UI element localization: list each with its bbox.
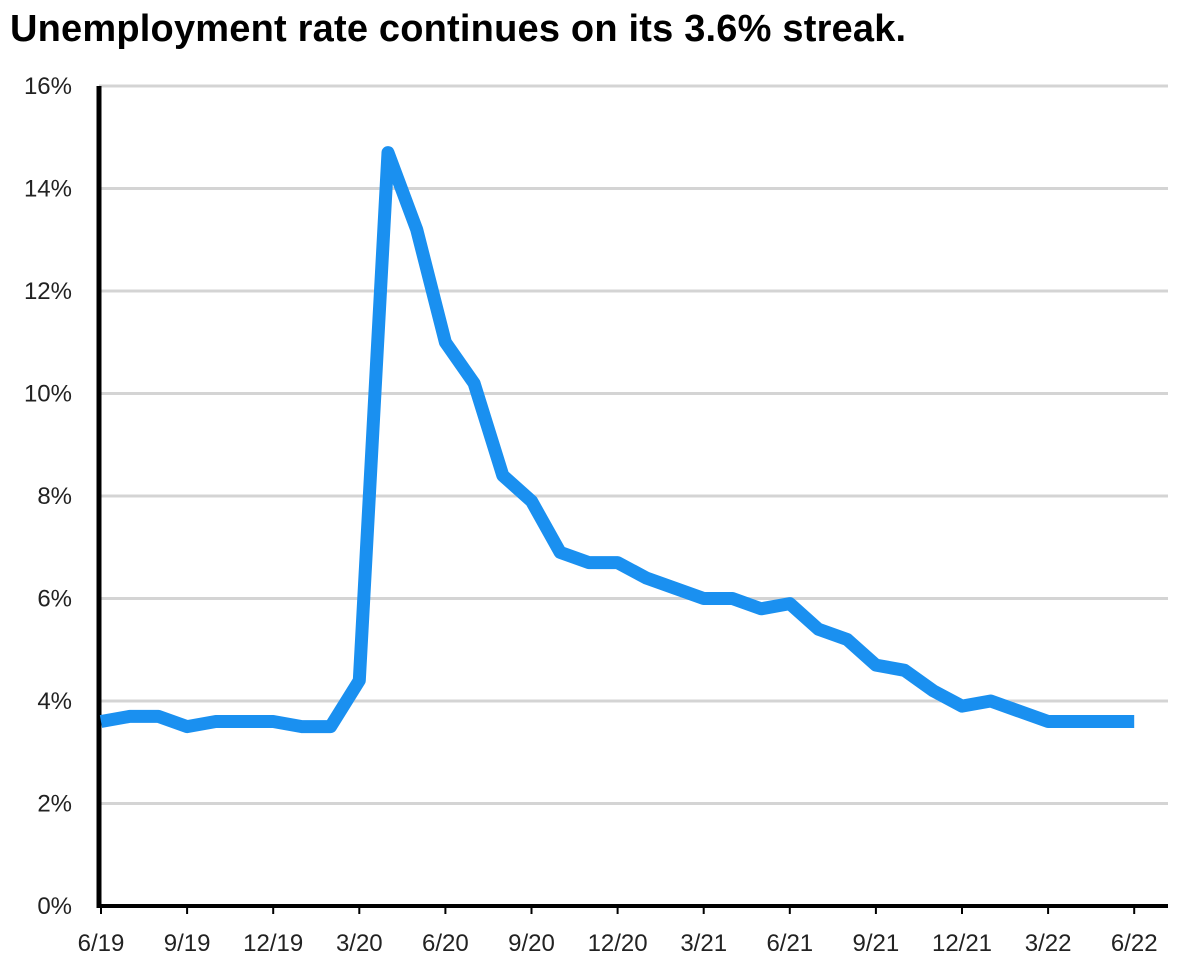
x-tick-label: 12/20 — [588, 930, 648, 957]
y-tick-label: 8% — [37, 483, 72, 510]
x-tick-label: 9/21 — [853, 930, 900, 957]
x-tick-label: 6/20 — [422, 930, 469, 957]
y-tick-label: 0% — [37, 893, 72, 920]
x-tick-label: 6/21 — [766, 930, 813, 957]
x-tick-label: 12/21 — [932, 930, 992, 957]
x-tick-label: 6/22 — [1111, 930, 1158, 957]
x-tick-label: 6/19 — [78, 930, 125, 957]
x-tick-label: 3/21 — [680, 930, 727, 957]
y-tick-label: 14% — [24, 176, 72, 203]
y-tick-label: 16% — [24, 73, 72, 100]
x-tick-label: 3/22 — [1025, 930, 1072, 957]
x-tick-label: 3/20 — [336, 930, 383, 957]
y-tick-label: 12% — [24, 278, 72, 305]
y-axis-tick-labels: 0% 2% 4% 6% 8% 10% 12% 14% 16% — [24, 73, 72, 920]
y-tick-label: 6% — [37, 586, 72, 613]
gridlines — [99, 84, 1168, 805]
y-tick-label: 10% — [24, 381, 72, 408]
x-axis-tick-labels: 6/19 9/19 12/19 3/20 6/20 9/20 12/20 3/21 6/21 9/… — [78, 930, 1158, 957]
x-tick-label: 9/20 — [508, 930, 555, 957]
x-tick-label: 12/19 — [243, 930, 303, 957]
y-tick-label: 2% — [37, 791, 72, 818]
axes — [96, 86, 1168, 914]
chart-title: Unemployment rate continues on its 3.6% … — [10, 8, 907, 50]
x-tick-label: 9/19 — [164, 930, 211, 957]
series — [99, 146, 1135, 734]
unemployment-rate-line — [99, 146, 1135, 734]
y-tick-label: 4% — [37, 688, 72, 715]
